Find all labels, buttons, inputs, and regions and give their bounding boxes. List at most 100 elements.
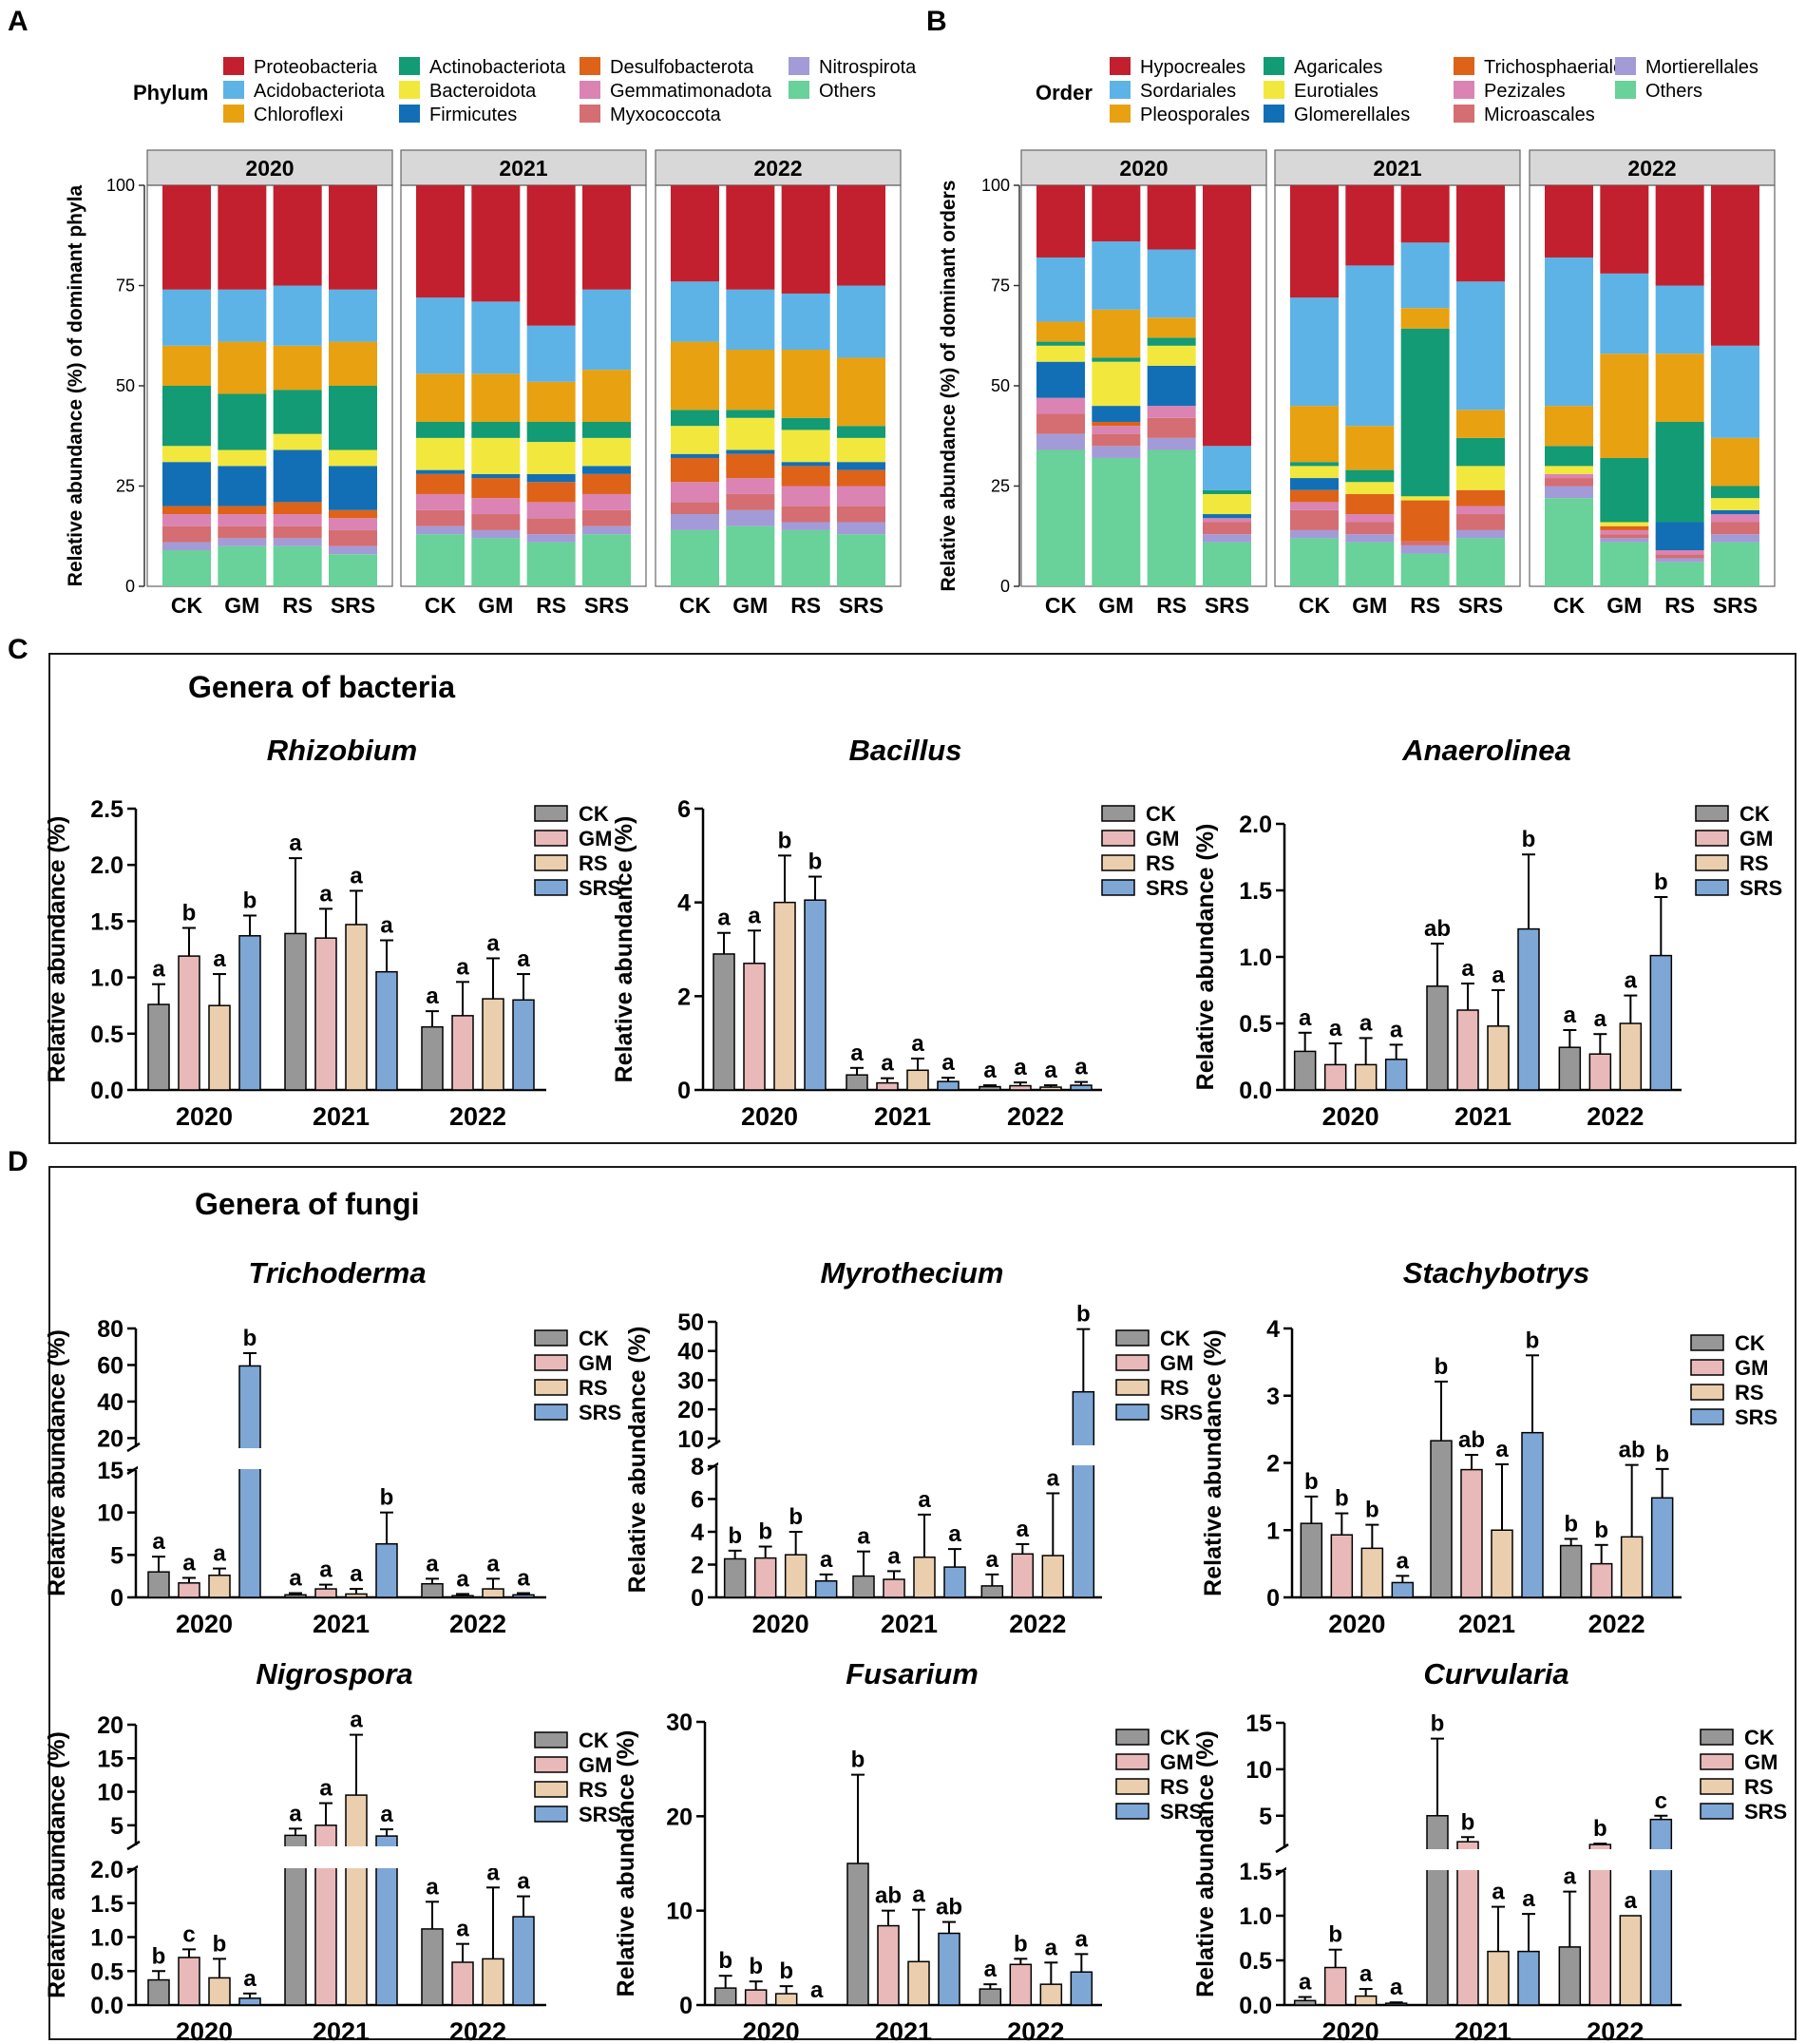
y-tick-label: 2 — [1266, 1451, 1280, 1478]
x-year-label: 2022 — [1007, 1102, 1064, 1131]
stacked-panel-A: Phylum Proteobacteria Acidobacteriota Chlor… — [65, 57, 917, 618]
stack-segment-hypocreales — [1655, 185, 1704, 286]
stack-segment-firmicutes — [471, 473, 521, 479]
facet-strip-2021 — [400, 149, 647, 186]
stack-segment-myxococcota — [471, 514, 521, 530]
bar-srs-2020 — [238, 935, 261, 1091]
significance-letter: a — [456, 954, 469, 980]
bar-rs-2020 — [1354, 1063, 1378, 1091]
bar-gm-2022 — [451, 1595, 474, 1598]
chart-nigrospora: Nigrospora 0.0 0.5 1.0 1.5 2.0 5 10 15 20 Relative… — [44, 1657, 621, 2044]
legend-swatch-ck — [1101, 805, 1135, 822]
stack-segment-pezizales — [1545, 473, 1593, 479]
stack-segment-agaricales — [1036, 341, 1085, 346]
legend-swatch-gm — [1101, 830, 1135, 847]
stack-segment-glomerellales — [1655, 522, 1704, 551]
y-tick-label: 6 — [677, 796, 691, 823]
x-year-label: 2020 — [176, 1610, 233, 1638]
significance-letter: a — [426, 984, 439, 1009]
stack-segment-others — [726, 525, 775, 586]
y-tick-label: 10 — [97, 1500, 124, 1527]
significance-letter: a — [986, 1547, 999, 1573]
stack-segment-microascales — [1036, 413, 1085, 434]
bar-ck-2022 — [421, 1582, 444, 1598]
stack-segment-trichosphaeriales — [1600, 525, 1649, 530]
legend-label-ck: CK — [1160, 1327, 1190, 1350]
stack-segment-acidobacteriota — [471, 301, 521, 374]
stack-segment-mortierellales — [1600, 538, 1649, 543]
y-tick-label: 2 — [691, 1553, 704, 1579]
stack-segment-sordariales — [1036, 257, 1085, 322]
stack-segment-firmicutes — [526, 473, 576, 483]
legend-swatch-rs — [1101, 854, 1135, 871]
stack-segment-others — [582, 534, 631, 586]
bar-ck-2021 — [284, 932, 307, 1091]
stack-segment-myxococcota — [582, 509, 631, 526]
panel-C-box — [48, 653, 1796, 1144]
y-tick-label: 20 — [97, 1712, 124, 1739]
x-year-label: 2021 — [1454, 2017, 1511, 2044]
stack-segment-proteobacteria — [726, 185, 775, 290]
x-category-label: GM — [1352, 593, 1387, 618]
stack-segment-actinobacteriota — [273, 390, 322, 434]
legend-label-rs: RS — [1160, 1376, 1189, 1400]
x-category-label: RS — [282, 593, 313, 618]
bar-ck-2020 — [1293, 1050, 1317, 1091]
legend-swatch-sordariales — [1110, 81, 1131, 99]
stack-segment-desulfobacterota — [837, 469, 885, 487]
stack-segment-proteobacteria — [526, 185, 576, 326]
significance-letter: a — [486, 1551, 500, 1576]
x-year-label: 2021 — [874, 1102, 931, 1131]
stack-segment-eurotiales — [1600, 522, 1649, 526]
stack-segment-others — [1600, 542, 1649, 586]
stack-segment-eurotiales — [1147, 345, 1196, 366]
stack-segment-chloroflexi — [526, 381, 576, 422]
stack-segment-pleosporales — [1655, 353, 1704, 422]
legend-swatch-srs — [1690, 1408, 1724, 1425]
stack-segment-gemmatimonadota — [526, 502, 576, 519]
legend-label-srs: SRS — [579, 876, 621, 900]
bar-ck-2022 — [1559, 1544, 1583, 1598]
stack-segment-bacteroidota — [837, 437, 885, 463]
x-category-label: RS — [790, 593, 821, 618]
significance-letter: b — [1522, 827, 1536, 852]
stack-segment-bacteroidota — [671, 426, 719, 454]
stack-segment-proteobacteria — [471, 185, 521, 302]
bar-rs-2022 — [482, 998, 504, 1091]
stack-segment-hypocreales — [1092, 185, 1141, 242]
legend-label-gm: GM — [1735, 1356, 1768, 1380]
stack-segment-chloroflexi — [781, 350, 830, 418]
stack-segment-sordariales — [1400, 242, 1450, 309]
stack-segment-eurotiales — [1203, 493, 1251, 515]
stack-segment-myxococcota — [671, 502, 719, 515]
stack-segment-mortierellales — [1092, 446, 1141, 458]
legend-swatch-ck — [534, 1329, 568, 1347]
bar-rs-2021 — [345, 1593, 368, 1598]
significance-letter: b — [1526, 1328, 1540, 1353]
stack-segment-agaricales — [1345, 469, 1395, 483]
bar-ck-2020 — [147, 1571, 170, 1598]
significance-letter: a — [1625, 968, 1638, 994]
stack-segment-microascales — [1600, 534, 1649, 539]
chart-title-rhizobium: Rhizobium — [267, 734, 417, 767]
stack-segment-acidobacteriota — [273, 285, 322, 346]
y-tick-label: 0 — [110, 1585, 124, 1612]
significance-letter: a — [426, 1874, 439, 1900]
stack-segment-acidobacteriota — [726, 289, 775, 351]
stack-segment-acidobacteriota — [837, 285, 885, 358]
bar-ck-2020 — [713, 1987, 737, 2006]
legend-swatch-rs — [1700, 1778, 1734, 1795]
x-category-label: GM — [732, 593, 768, 618]
significance-letter: b — [749, 1954, 763, 1979]
legend-label-gm: GM — [579, 1753, 612, 1777]
stack-segment-firmicutes — [416, 469, 465, 474]
stack-segment-eurotiales — [1456, 466, 1505, 490]
stack-segment-microascales — [1203, 522, 1251, 535]
stack-segment-sordariales — [1203, 446, 1251, 490]
stack-segment-pezizales — [1600, 529, 1649, 535]
legend-swatch-gm — [1115, 1753, 1150, 1770]
stack-segment-agaricales — [1655, 421, 1704, 523]
stack-segment-microascales — [1711, 522, 1759, 535]
legend-swatch-trichosphaeriales — [1454, 57, 1474, 75]
significance-letter: a — [1390, 1975, 1403, 2000]
